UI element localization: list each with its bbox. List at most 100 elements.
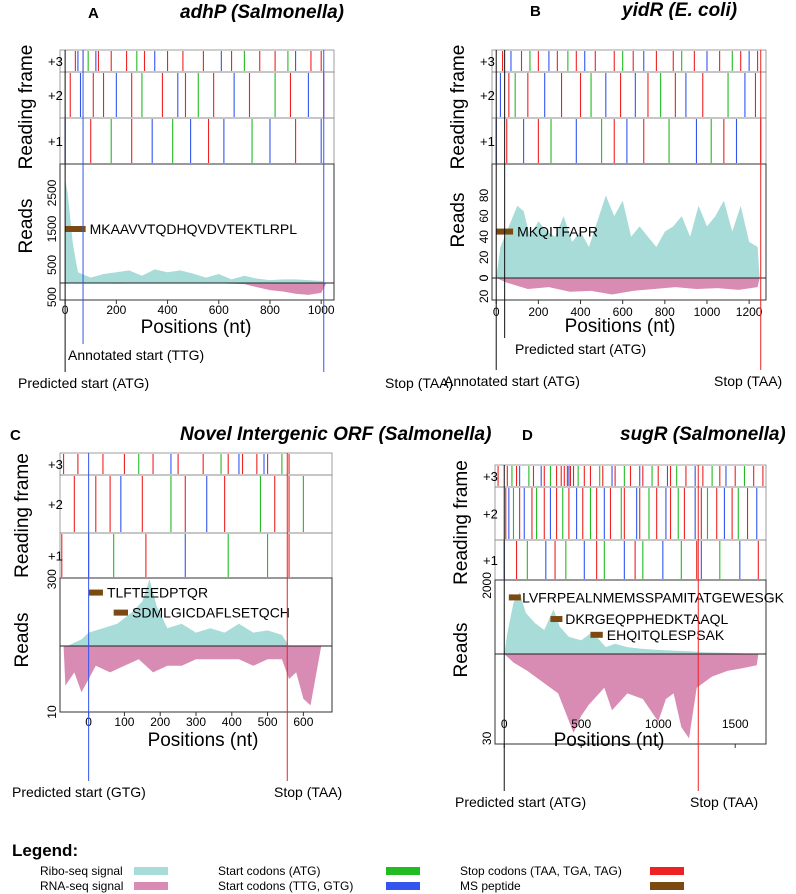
y-tick-label: 0 bbox=[477, 274, 491, 281]
y-tick-label: 20 bbox=[477, 289, 491, 303]
annotation-label: Stop (TAA) bbox=[714, 373, 782, 389]
y-tick-label: 10 bbox=[45, 705, 59, 719]
y-tick-label: 40 bbox=[477, 230, 491, 244]
panel-title: Novel Intergenic ORF (Salmonella) bbox=[180, 424, 491, 445]
x-tick-label: 100 bbox=[114, 715, 134, 729]
annotation-label: Annotated start (ATG) bbox=[444, 373, 580, 389]
frame-label: +3 bbox=[483, 469, 498, 484]
x-tick-label: 400 bbox=[222, 715, 242, 729]
reads-plot-frame bbox=[59, 163, 335, 301]
annotation-label: Stop (TAA) bbox=[690, 794, 758, 810]
x-axis-label: Positions (nt) bbox=[565, 316, 676, 337]
x-tick-label: 600 bbox=[293, 715, 313, 729]
ms-peptide-label: LVFRPEALNMEMSSPAMITATGEWESGK bbox=[522, 589, 785, 605]
legend-item-label: RNA-seq signal bbox=[40, 879, 123, 893]
frame-row-0 bbox=[491, 49, 767, 73]
x-tick-label: 600 bbox=[613, 305, 633, 319]
y-tick-label: 1500 bbox=[45, 215, 59, 242]
frame-row-1 bbox=[59, 474, 333, 534]
ms-peptide-bar bbox=[508, 594, 521, 601]
x-tick-label: 800 bbox=[655, 305, 675, 319]
x-tick-label: 1000 bbox=[694, 305, 721, 319]
legend-swatch bbox=[134, 882, 168, 890]
x-tick-label: 400 bbox=[571, 305, 591, 319]
x-tick-label: 400 bbox=[158, 303, 178, 317]
x-axis-label: Positions (nt) bbox=[148, 730, 259, 751]
y-tick-label: 30 bbox=[480, 731, 494, 745]
legend-swatch bbox=[386, 867, 420, 875]
y-axis-label: Reads bbox=[448, 193, 469, 248]
x-tick-label: 600 bbox=[209, 303, 229, 317]
x-tick-label: 1000 bbox=[308, 303, 335, 317]
reading-frame-label: Reading frame bbox=[12, 453, 33, 578]
legend-item-label: Stop codons (TAA, TGA, TAG) bbox=[460, 864, 622, 878]
x-tick-label: 500 bbox=[571, 717, 591, 731]
panel-label: D bbox=[522, 427, 533, 444]
panel-title: adhP (Salmonella) bbox=[180, 2, 344, 23]
annotation-label: Predicted start (GTG) bbox=[12, 784, 146, 800]
annotation-label: Predicted start (ATG) bbox=[455, 794, 586, 810]
annotation-label: Stop (TAA) bbox=[274, 784, 342, 800]
x-tick-label: 300 bbox=[186, 715, 206, 729]
y-tick-label: 20 bbox=[477, 250, 491, 264]
reads-plot-frame bbox=[494, 579, 767, 745]
legend-title: Legend: bbox=[12, 841, 78, 860]
rna-seq-area bbox=[496, 278, 760, 295]
reads-plot-frame bbox=[491, 163, 767, 301]
frame-label: +2 bbox=[480, 88, 495, 103]
frame-label: +2 bbox=[483, 507, 498, 522]
panel-c: C Novel Intergenic ORF (Salmonella) +3 +2 +1… bbox=[10, 424, 491, 800]
frame-label: +3 bbox=[48, 457, 63, 472]
panel-label: C bbox=[10, 427, 21, 444]
legend-item-label: Ribo-seq signal bbox=[40, 864, 123, 878]
reading-frame-label: Reading frame bbox=[448, 45, 469, 170]
ms-peptide-label: TLFTEEDPTQR bbox=[107, 585, 208, 601]
x-tick-label: 200 bbox=[528, 305, 548, 319]
ms-peptide-label: MKAAVVTQDHQVDVTEKTLRPL bbox=[90, 221, 298, 237]
y-axis-label: Reads bbox=[16, 199, 37, 254]
y-tick-label: 500 bbox=[45, 287, 59, 307]
legend-item-label: Start codons (ATG) bbox=[218, 864, 320, 878]
reading-frame-label: Reading frame bbox=[16, 45, 37, 170]
frame-row-2 bbox=[59, 532, 333, 579]
ms-peptide-label: EHQITQLESPSAK bbox=[607, 627, 725, 643]
rna-seq-area bbox=[504, 654, 759, 739]
ms-peptide-bar bbox=[113, 609, 128, 616]
x-tick-label: 800 bbox=[260, 303, 280, 317]
legend-swatch bbox=[650, 867, 684, 875]
frame-label: +3 bbox=[480, 54, 495, 69]
frame-row-2 bbox=[59, 117, 335, 165]
rna-seq-area bbox=[65, 283, 327, 295]
frame-row-1 bbox=[59, 71, 335, 119]
ms-peptide-label: DKRGEQPPHEDKTAAQL bbox=[565, 611, 728, 627]
frame-label: +1 bbox=[483, 553, 498, 568]
annotation-label: Annotated start (TTG) bbox=[68, 347, 204, 363]
legend-swatch bbox=[386, 882, 420, 890]
ribo-seq-area bbox=[67, 579, 290, 646]
x-tick-label: 200 bbox=[106, 303, 126, 317]
x-axis-label: Positions (nt) bbox=[141, 317, 252, 338]
legend-swatch bbox=[134, 867, 168, 875]
panel-title: yidR (E. coli) bbox=[621, 0, 737, 21]
frame-row-2 bbox=[491, 117, 767, 165]
y-tick-label: 500 bbox=[45, 255, 59, 275]
rna-seq-area bbox=[63, 646, 322, 706]
y-axis-label: Reads bbox=[12, 613, 33, 668]
annotation-label: Stop (TAA) bbox=[385, 375, 453, 391]
y-tick-label: 300 bbox=[45, 569, 59, 589]
x-tick-label: 1500 bbox=[722, 717, 749, 731]
y-tick-label: 2000 bbox=[480, 572, 494, 599]
frame-row-0 bbox=[59, 49, 335, 73]
frame-row-2 bbox=[494, 539, 767, 581]
x-tick-label: 1000 bbox=[645, 717, 672, 731]
y-axis-label: Reads bbox=[451, 623, 472, 678]
panel-label: B bbox=[530, 3, 541, 20]
panel-label: A bbox=[88, 5, 99, 22]
frame-label: +2 bbox=[48, 497, 63, 512]
ribo-seq-area bbox=[496, 195, 760, 278]
annotation-label: Predicted start (ATG) bbox=[18, 375, 149, 391]
